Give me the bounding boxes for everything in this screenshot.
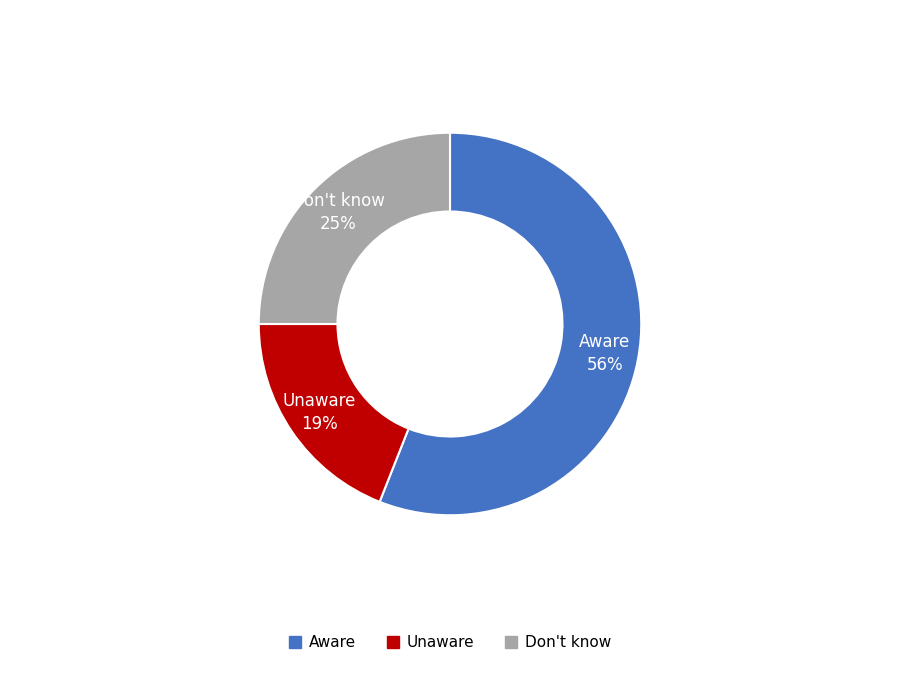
Wedge shape	[259, 324, 409, 502]
Text: Aware
56%: Aware 56%	[580, 333, 631, 375]
Legend: Aware, Unaware, Don't know: Aware, Unaware, Don't know	[283, 629, 617, 657]
Text: Don't know
25%: Don't know 25%	[292, 192, 385, 234]
Text: Unaware
19%: Unaware 19%	[283, 392, 356, 433]
Wedge shape	[380, 133, 641, 515]
Wedge shape	[259, 133, 450, 324]
